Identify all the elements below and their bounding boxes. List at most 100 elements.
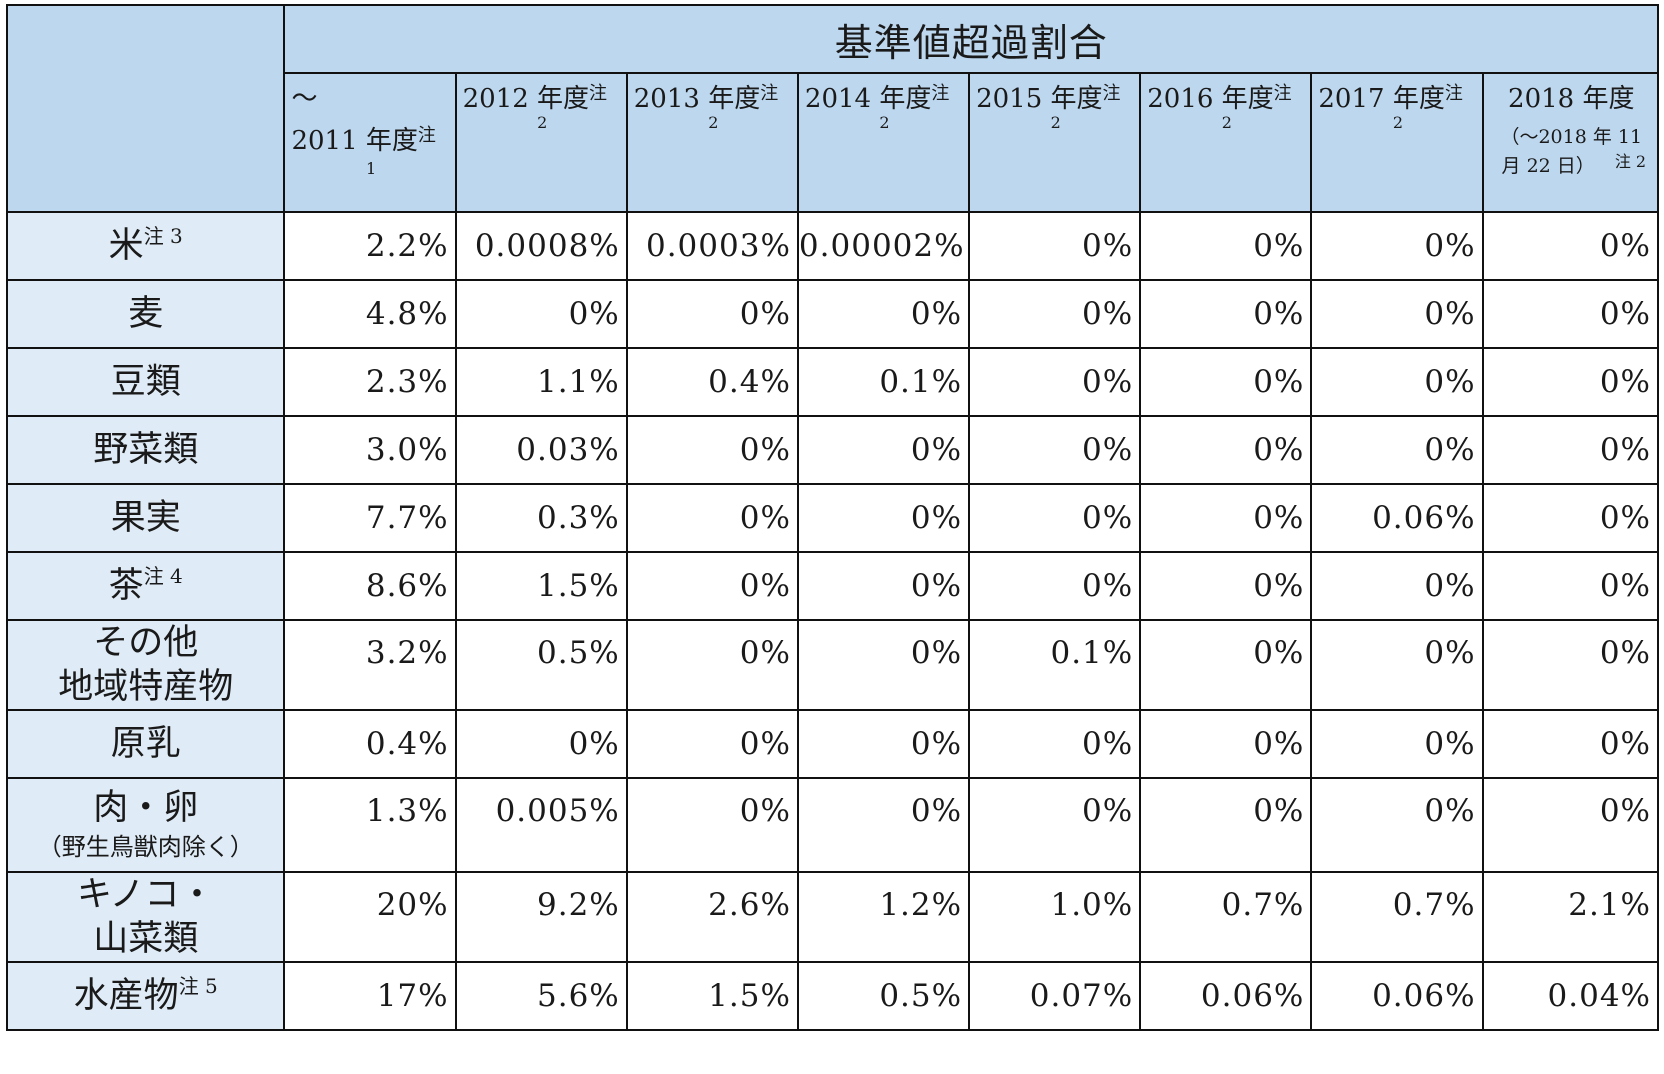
- value-cell: 0%: [796, 551, 971, 621]
- value-cell: 0%: [796, 415, 971, 485]
- table-row: 麦 4.8% 0% 0% 0% 0% 0% 0% 0%: [5, 279, 1660, 349]
- value-cell: 0%: [1310, 211, 1484, 281]
- value-cell: 0%: [968, 279, 1142, 349]
- table-row: 肉・卵 （野生鳥獣肉除く） 1.3% 0.005% 0% 0% 0% 0% 0% …: [5, 777, 1660, 873]
- value-cell: 0%: [968, 415, 1142, 485]
- year-header-2013: 2013 年度注 2: [625, 72, 799, 213]
- year-header-note: 注: [417, 125, 436, 146]
- year-header-label: 2013 年度: [633, 84, 761, 114]
- value-cell: 0%: [454, 279, 628, 349]
- value-cell: 1.3%: [283, 777, 457, 873]
- value-cell: 0%: [1139, 347, 1313, 417]
- value-cell: 0.03%: [454, 415, 628, 485]
- corner-header-cell: [5, 4, 286, 213]
- value-cell: 0.07%: [968, 961, 1142, 1031]
- year-header-prefix: ～: [291, 84, 318, 114]
- value-cell: 0%: [1139, 709, 1313, 779]
- value-cell: 0%: [1310, 777, 1484, 873]
- year-header-label: 2018 年度: [1508, 84, 1635, 114]
- value-cell: 5.6%: [454, 961, 628, 1031]
- year-header-label: 2016 年度: [1147, 84, 1274, 114]
- value-cell: 0.3%: [454, 483, 628, 553]
- value-cell: 0%: [1139, 415, 1313, 485]
- value-cell: 0%: [796, 777, 971, 873]
- table-row: 茶注 4 8.6% 1.5% 0% 0% 0% 0% 0% 0%: [5, 551, 1660, 621]
- value-cell: 0.06%: [1310, 483, 1484, 553]
- row-label-mushrooms-wild-vegetables: キノコ・ 山菜類: [5, 871, 286, 963]
- value-cell: 0%: [1310, 619, 1484, 711]
- row-label-note: 注 4: [143, 564, 183, 588]
- value-cell: 7.7%: [283, 483, 457, 553]
- value-cell: 0%: [1310, 347, 1484, 417]
- value-cell: 0%: [1310, 551, 1484, 621]
- value-cell: 0%: [1481, 347, 1660, 417]
- year-header-note: 注: [1273, 83, 1292, 104]
- row-label-rice: 米注 3: [5, 211, 286, 281]
- value-cell: 0.5%: [796, 961, 971, 1031]
- value-cell: 0%: [625, 415, 799, 485]
- value-cell: 0%: [1481, 777, 1660, 873]
- year-header-note-number: 2: [537, 113, 548, 132]
- value-cell: 0%: [1310, 415, 1484, 485]
- year-header-note-number: 2: [879, 113, 890, 132]
- row-label-other-local-specialties: その他 地域特産物: [5, 619, 286, 711]
- year-header-label: 2017 年度: [1318, 84, 1445, 114]
- value-cell: 0%: [454, 709, 628, 779]
- value-cell: 0.4%: [283, 709, 457, 779]
- value-cell: 1.5%: [454, 551, 628, 621]
- year-header-label: 2011 年度: [291, 126, 418, 156]
- year-header-note: 注: [931, 83, 950, 104]
- value-cell: 1.5%: [625, 961, 799, 1031]
- value-cell: 1.0%: [968, 871, 1142, 963]
- value-cell: 0%: [796, 279, 971, 349]
- year-header-note: 注: [1444, 83, 1463, 104]
- value-cell: 0.1%: [796, 347, 971, 417]
- year-header-note-number: 2: [708, 113, 719, 132]
- year-header-note-number: 2: [1050, 113, 1061, 132]
- table-row: 水産物注 5 17% 5.6% 1.5% 0.5% 0.07% 0.06% 0.…: [5, 961, 1660, 1031]
- year-header-2011: ～ 2011 年度注 1: [283, 72, 457, 213]
- value-cell: 9.2%: [454, 871, 628, 963]
- value-cell: 0%: [1310, 279, 1484, 349]
- table-row: 原乳 0.4% 0% 0% 0% 0% 0% 0% 0%: [5, 709, 1660, 779]
- value-cell: 3.0%: [283, 415, 457, 485]
- row-label-raw-milk: 原乳: [5, 709, 286, 779]
- row-label-wheat: 麦: [5, 279, 286, 349]
- value-cell: 0.0008%: [454, 211, 628, 281]
- row-label-text: 米: [108, 226, 144, 266]
- value-cell: 0%: [1139, 551, 1313, 621]
- row-label-text: 水産物: [73, 976, 179, 1016]
- value-cell: 0%: [1139, 211, 1313, 281]
- value-cell: 0%: [1481, 709, 1660, 779]
- value-cell: 0%: [1139, 619, 1313, 711]
- year-header-2015: 2015 年度注 2: [968, 72, 1142, 213]
- value-cell: 0%: [968, 551, 1142, 621]
- year-header-2014: 2014 年度注 2: [796, 72, 971, 213]
- year-header-note: 注 2: [1614, 152, 1647, 171]
- value-cell: 0%: [625, 619, 799, 711]
- value-cell: 0%: [1481, 619, 1660, 711]
- value-cell: 2.6%: [625, 871, 799, 963]
- value-cell: 20%: [283, 871, 457, 963]
- value-cell: 0.7%: [1139, 871, 1313, 963]
- table-row: 野菜類 3.0% 0.03% 0% 0% 0% 0% 0% 0%: [5, 415, 1660, 485]
- value-cell: 2.1%: [1481, 871, 1660, 963]
- value-cell: 0%: [796, 709, 971, 779]
- value-cell: 0%: [625, 777, 799, 873]
- value-cell: 2.2%: [283, 211, 457, 281]
- value-cell: 0.04%: [1481, 961, 1660, 1031]
- value-cell: 0.06%: [1310, 961, 1484, 1031]
- year-header-2018: 2018 年度 （～2018 年 11 月 22 日） 注 2: [1481, 72, 1660, 213]
- row-label-fishery-products: 水産物注 5: [5, 961, 286, 1031]
- row-label-text: 果実: [110, 498, 181, 538]
- row-label-text: 茶: [108, 566, 144, 606]
- radiation-exceedance-table-container: 基準値超過割合 ～ 2011 年度注 1 2012 年度注 2 2013 年度注…: [5, 4, 1660, 1031]
- value-cell: 0%: [1481, 279, 1660, 349]
- row-label-text: 豆類: [110, 362, 181, 402]
- value-cell: 0%: [968, 211, 1142, 281]
- year-header-note: 注: [1102, 83, 1121, 104]
- year-header-note-number: 2: [1392, 113, 1404, 132]
- value-cell: 0.0003%: [625, 211, 799, 281]
- value-cell: 0%: [796, 483, 971, 553]
- row-label-text-line2: 山菜類: [93, 919, 199, 959]
